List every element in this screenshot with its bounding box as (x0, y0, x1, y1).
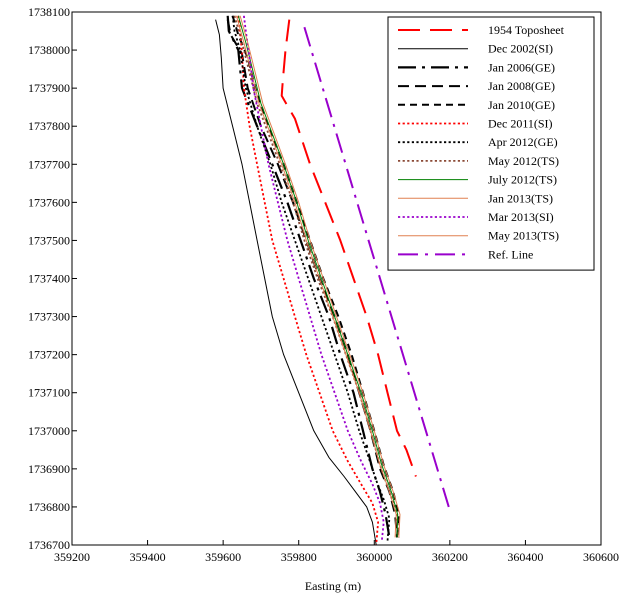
legend-label-6: Apr 2012(GE) (488, 135, 558, 149)
x-tick-label-3: 359800 (281, 550, 317, 564)
y-tick-label-1: 1736800 (28, 500, 70, 514)
plot-area (215, 15, 451, 545)
legend-label-8: July 2012(TS) (488, 173, 557, 187)
series-line-2 (226, 15, 391, 538)
y-tick-label-13: 1738000 (28, 43, 70, 57)
legend-label-5: Dec 2011(SI) (488, 117, 553, 131)
legend-label-1: Dec 2002(SI) (488, 42, 553, 56)
y-tick-label-2: 1736900 (28, 462, 70, 476)
legend: 1954 Toposheet Dec 2002(SI) Jan 2006(GE) Ja… (387, 16, 595, 271)
y-tick-label-9: 1737600 (28, 195, 70, 209)
legend-label-2: Jan 2006(GE) (488, 60, 555, 74)
series-lines (215, 15, 451, 545)
series-line-3 (226, 19, 398, 538)
y-tick-label-10: 1737700 (28, 157, 70, 171)
y-tick-label-12: 1737900 (28, 81, 70, 95)
series-line-12 (303, 26, 451, 511)
x-tick-label-7: 360600 (583, 550, 619, 564)
series-line-0 (280, 19, 417, 477)
legend-label-10: Mar 2013(SI) (488, 210, 554, 224)
y-tick-label-8: 1737500 (28, 233, 70, 247)
y-tick-label-11: 1737800 (28, 119, 70, 133)
x-tick-label-2: 359600 (205, 550, 241, 564)
series-line-5 (237, 15, 379, 545)
y-tick-label-0: 1736700 (28, 538, 70, 552)
legend-label-7: May 2012(TS) (488, 154, 559, 168)
series-line-6 (231, 15, 391, 542)
x-tick-label-1: 359400 (130, 550, 166, 564)
legend-box (387, 16, 595, 271)
x-axis-label: Easting (m) (305, 579, 361, 593)
series-line-1 (215, 19, 377, 545)
legend-label-12: Ref. Line (488, 247, 533, 261)
series-line-11 (239, 15, 401, 538)
y-tick-label-6: 1737300 (28, 310, 70, 324)
legend-label-0: 1954 Toposheet (488, 23, 565, 37)
legend-label-4: Jan 2010(GE) (488, 98, 555, 112)
x-tick-label-5: 360200 (432, 550, 468, 564)
series-line-9 (235, 15, 397, 538)
y-tick-label-5: 1737200 (28, 348, 70, 362)
x-tick-label-4: 360000 (356, 550, 392, 564)
series-line-4 (231, 15, 400, 538)
y-tick-label-7: 1737400 (28, 272, 70, 286)
x-tick-label-0: 359200 (54, 550, 90, 564)
series-line-8 (237, 15, 399, 538)
y-tick-label-4: 1737100 (28, 386, 70, 400)
axes: 359200 359400 359600 359800 360000 360200 3604… (28, 5, 619, 564)
y-tick-label-3: 1737000 (28, 424, 70, 438)
x-tick-label-6: 360400 (507, 550, 543, 564)
legend-label-11: May 2013(TS) (488, 229, 559, 243)
legend-label-3: Jan 2008(GE) (488, 79, 555, 93)
series-line-7 (233, 15, 400, 538)
y-tick-label-14: 1738100 (28, 5, 70, 19)
legend-label-9: Jan 2013(TS) (488, 191, 553, 205)
